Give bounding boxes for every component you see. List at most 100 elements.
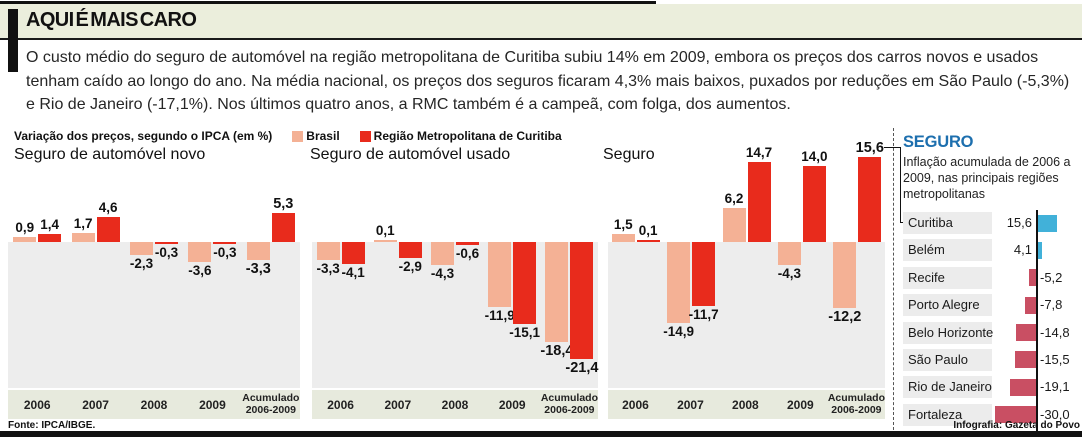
x-axis-label: 2006	[23, 397, 51, 412]
region-row: São Paulo -15,5	[903, 348, 1082, 371]
bar-rmc	[513, 242, 537, 325]
region-bar-negative	[1009, 378, 1036, 396]
top-rule	[0, 1, 656, 4]
chart-title-seguro: Seguro	[603, 146, 655, 163]
side-panel-title: SEGURO	[903, 133, 974, 151]
region-value: 15,6	[1006, 215, 1032, 230]
bar-value-label: 14,7	[745, 144, 773, 160]
x-axis-label: 2009	[786, 397, 814, 412]
region-bar-positive	[1036, 214, 1058, 232]
bar-value-label: -15,1	[509, 325, 541, 341]
region-bar-negative	[994, 406, 1036, 424]
x-axis-label: 2007	[677, 397, 704, 412]
legend-item-rmc: Região Metropolitana de Curitiba	[359, 129, 562, 143]
bar-brasil	[488, 242, 512, 307]
bar-value-label: 15,6	[855, 139, 884, 156]
region-row: Porto Alegre -7,8	[903, 294, 1082, 317]
x-axis-label: 2009	[498, 397, 526, 412]
bar-value-label: 1,5	[613, 216, 633, 232]
bar-brasil	[373, 240, 397, 242]
x-axis-label: Acumulado 2006-2009	[540, 391, 598, 416]
region-row: Rio de Janeiro -19,1	[903, 376, 1082, 399]
x-axis-label: 2008	[441, 397, 469, 412]
left-accent-bar	[8, 9, 18, 72]
chart-title-seguro-usado: Seguro de automóvel usado	[310, 146, 511, 163]
x-axis-label: Acumulado 2006-2009	[242, 391, 300, 416]
bar-value-label: -14,9	[663, 324, 694, 340]
region-bar-negative	[1025, 296, 1036, 314]
header-band	[0, 4, 1082, 40]
bar-brasil	[833, 242, 857, 309]
bar-value-label: 6,2	[724, 191, 744, 207]
region-bar-positive	[1036, 241, 1042, 259]
bar-value-label: -11,9	[484, 307, 515, 323]
bar-value-label: 1,7	[73, 215, 93, 231]
bar-rmc	[96, 216, 120, 242]
region-row: Recife -5,2	[903, 266, 1082, 289]
negative-region-background	[8, 242, 300, 388]
region-label: Rio de Janeiro	[903, 376, 992, 399]
bar-value-label: -0,3	[154, 244, 179, 260]
brasil-color-swatch	[292, 130, 304, 142]
region-value: -19,1	[1040, 379, 1070, 395]
callout-connector-line	[884, 147, 901, 223]
legend-item-brasil: Brasil	[292, 129, 340, 143]
bar-rmc	[802, 165, 826, 242]
bar-rmc	[271, 213, 295, 242]
bar-value-label: -18,4	[540, 343, 574, 360]
region-row: Fortaleza -30,0	[903, 403, 1082, 426]
region-label: Belo Horizonte	[903, 321, 993, 344]
bar-value-label: -4,3	[777, 266, 802, 282]
bar-rmc	[341, 242, 365, 265]
bar-brasil	[246, 242, 270, 260]
footer-source: Fonte: IPCA/IBGE.	[8, 420, 96, 431]
side-panel-seguro: SEGURO Inflação acumulada de 2006 a 2009…	[903, 133, 1082, 432]
bar-value-label: -21,4	[565, 359, 599, 376]
region-bar-negative	[1028, 269, 1036, 287]
bar-value-label: -2,3	[129, 255, 154, 271]
bar-brasil	[431, 242, 454, 266]
bar-brasil	[722, 208, 746, 242]
bar-value-label: -2,9	[398, 258, 422, 274]
page-title: AQUI É MAIS CARO	[26, 9, 197, 31]
bar-rmc	[692, 242, 716, 306]
bar-brasil	[611, 233, 635, 242]
region-row: Belém 4,1	[903, 239, 1082, 262]
bar-brasil	[13, 237, 37, 242]
bar-brasil	[71, 232, 95, 242]
region-bar-negative	[1014, 351, 1036, 369]
bar-brasil	[545, 242, 569, 343]
bar-value-label: -0,3	[213, 244, 237, 260]
bar-rmc	[570, 242, 594, 359]
x-axis-label: 2008	[140, 397, 168, 412]
region-row: Curitiba 15,6	[903, 212, 1082, 234]
region-label: Porto Alegre	[903, 294, 992, 317]
x-axis-labels: 2006 2007 2008 2009 Acumulado 2006-2009	[8, 390, 300, 419]
region-value: -15,5	[1040, 351, 1070, 367]
legend-label-brasil: Brasil	[306, 129, 340, 143]
region-label: São Paulo	[903, 348, 992, 371]
region-bar-list: Curitiba 15,6 Belém 4,1 Recife -5,2 Porto Aleg…	[903, 212, 1082, 431]
x-axis-label: 2009	[199, 397, 226, 412]
region-label: Belém	[903, 239, 992, 262]
footer-credit: Infografia: Gazeta do Povo	[953, 420, 1080, 431]
x-axis-label: 2007	[384, 397, 412, 412]
chart-seguro: 1,5 -14,9 6,2 -4,3 -12,2 0,1 -11,7 14,7 14,0 15,6…	[608, 127, 885, 419]
x-axis-labels: 2006 2007 2008 2009 Acumulado 2006-2009	[608, 390, 885, 419]
region-row: Belo Horizonte -14,8	[903, 321, 1082, 344]
bar-value-label: 0,9	[15, 220, 35, 236]
bar-brasil	[777, 242, 801, 266]
bar-rmc	[636, 240, 660, 242]
bar-value-label: -4,3	[430, 266, 455, 282]
x-axis-label: 2006	[622, 397, 649, 412]
region-bar-negative	[1015, 324, 1036, 342]
bar-value-label: 5,3	[273, 196, 294, 213]
bar-brasil	[188, 242, 212, 262]
bar-value-label: -3,6	[188, 262, 212, 278]
x-axis-label: 2006	[327, 397, 354, 412]
legend-label-rmc: Região Metropolitana de Curitiba	[373, 129, 562, 143]
bar-value-label: 0,1	[638, 223, 658, 239]
dashed-divider	[893, 128, 894, 430]
bar-rmc	[398, 242, 422, 258]
